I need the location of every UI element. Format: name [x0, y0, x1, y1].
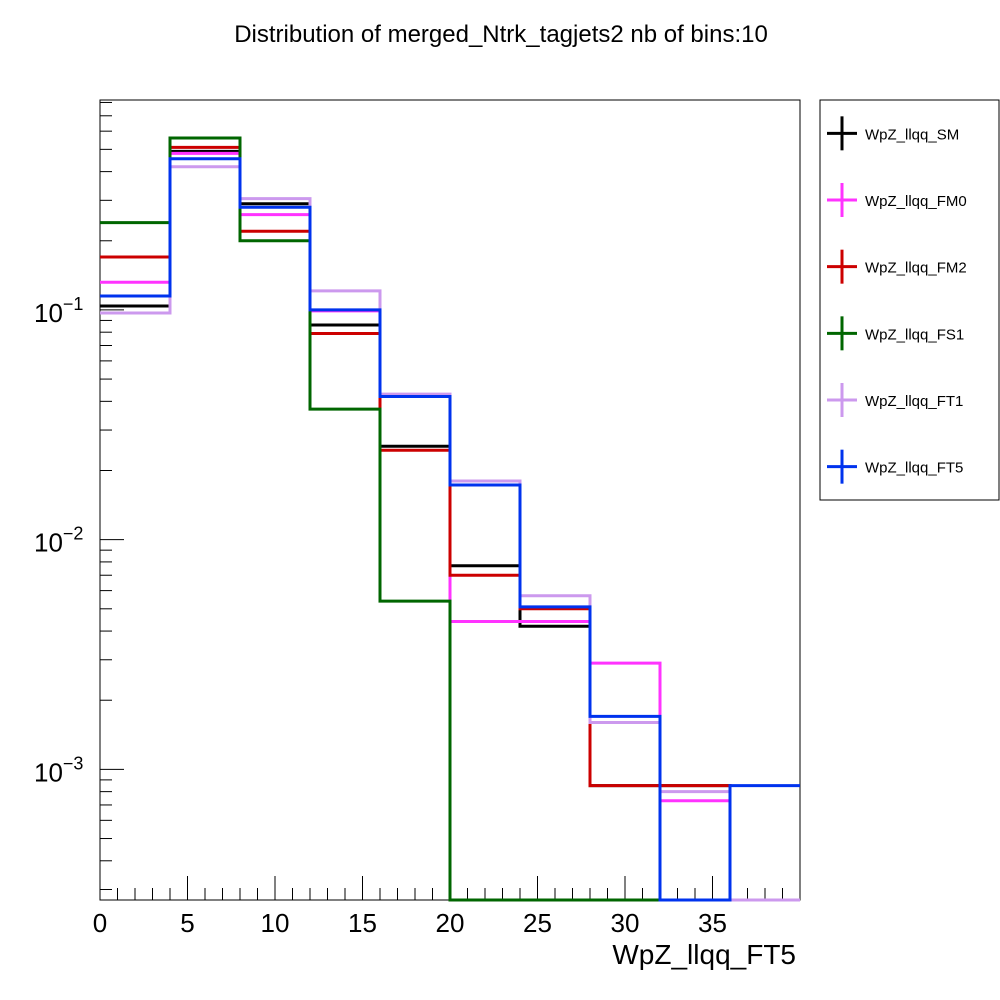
- x-axis-label: WpZ_llqq_FT5: [612, 939, 796, 970]
- legend: WpZ_llqq_SM WpZ_llqq_FM0 WpZ_llqq_FM2 WpZ_l…: [819, 99, 1000, 501]
- x-tick-label: 35: [698, 908, 727, 938]
- y-tick-label: 10−2: [34, 524, 83, 558]
- legend-label: WpZ_llqq_FS1: [865, 326, 964, 343]
- x-tick-label: 25: [523, 908, 552, 938]
- series-line-WpZ_llqq_FT5: [100, 157, 800, 902]
- x-tick-label: 10: [261, 908, 290, 938]
- legend-label: WpZ_llqq_FM0: [865, 193, 967, 210]
- series-line-WpZ_llqq_FS1: [100, 136, 800, 902]
- x-tick-label: 5: [180, 908, 194, 938]
- x-tick-label: 20: [436, 908, 465, 938]
- legend-box: [819, 99, 1000, 501]
- series-layer: [100, 136, 800, 902]
- x-tick-label: 30: [611, 908, 640, 938]
- legend-label: WpZ_llqq_SM: [865, 126, 959, 143]
- legend-label: WpZ_llqq_FM2: [865, 260, 967, 277]
- chart-title: Distribution of merged_Ntrk_tagjets2 nb …: [234, 21, 768, 48]
- y-tick-label: 10−3: [34, 753, 83, 787]
- legend-label: WpZ_llqq_FT5: [865, 460, 963, 477]
- x-tick-label: 0: [93, 908, 107, 938]
- y-tick-label: 10−1: [34, 294, 83, 328]
- x-tick-label: 15: [348, 908, 377, 938]
- legend-label: WpZ_llqq_FT1: [865, 393, 963, 410]
- axes: 0 5 10 15 20 25 30 35 10−1 10−2 10−3: [34, 294, 727, 938]
